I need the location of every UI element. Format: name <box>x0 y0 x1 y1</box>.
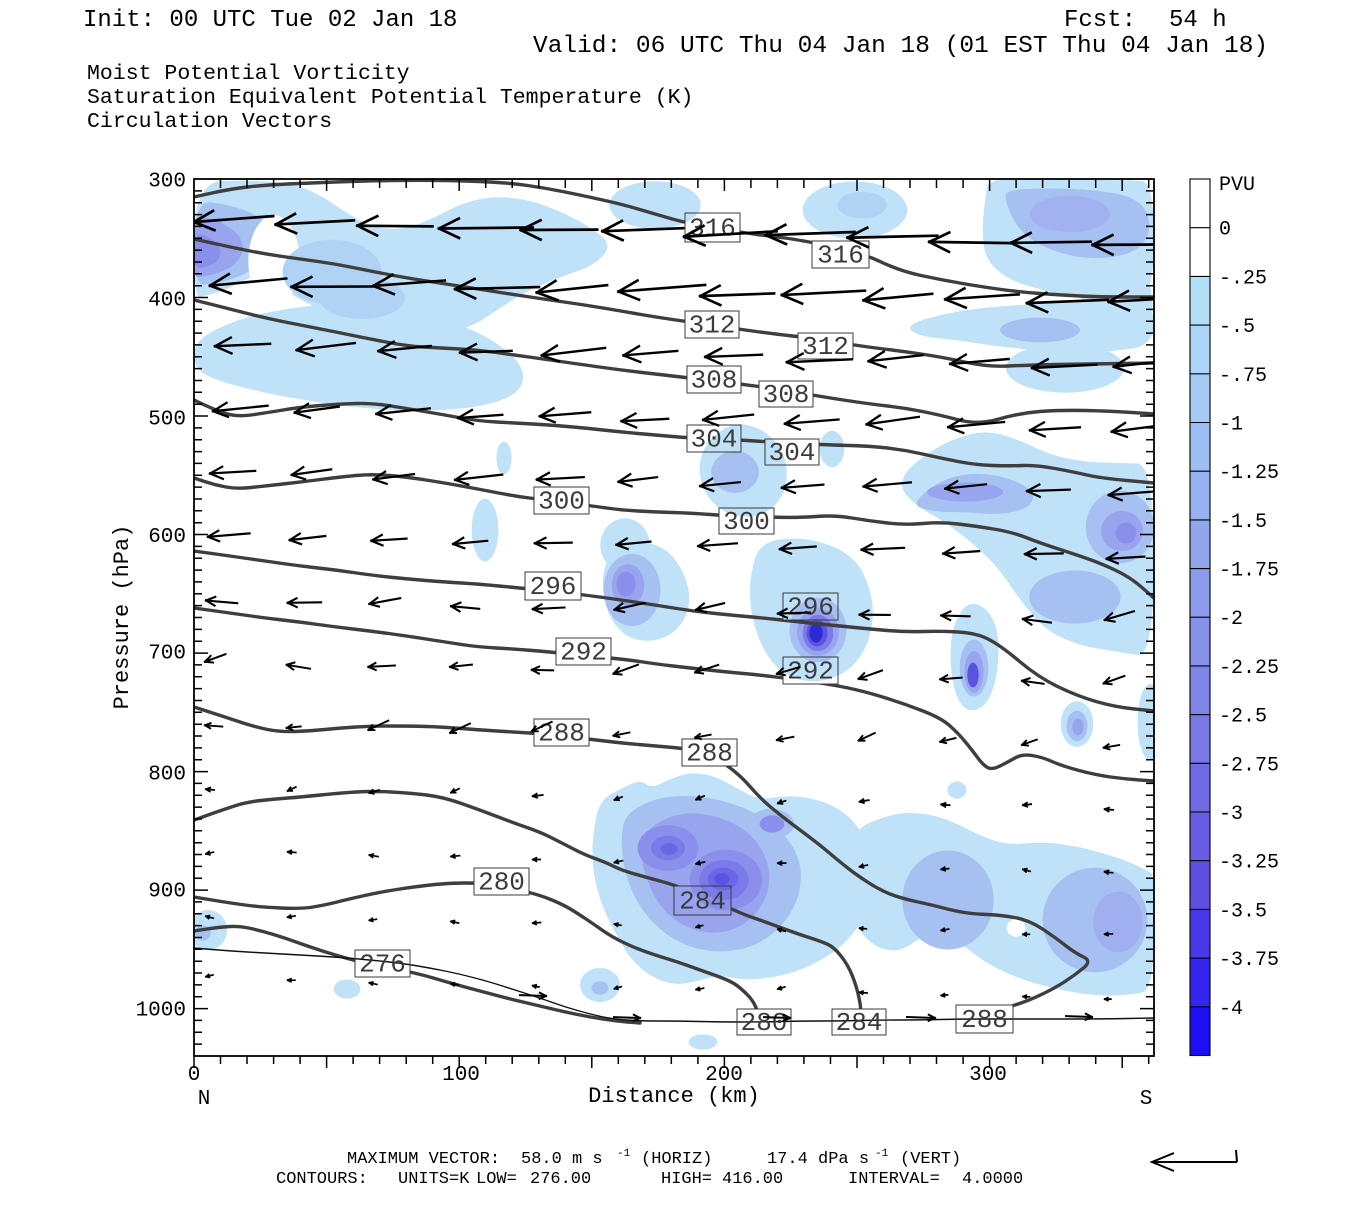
svg-text:280: 280 <box>741 1008 788 1038</box>
svg-text:300: 300 <box>538 487 585 517</box>
svg-text:UNITS=K: UNITS=K <box>398 1170 470 1189</box>
svg-text:-2.5: -2.5 <box>1219 706 1267 729</box>
svg-text:304: 304 <box>769 438 816 468</box>
svg-text:-1: -1 <box>875 1148 889 1160</box>
svg-text:280: 280 <box>478 868 525 898</box>
svg-text:PVU: PVU <box>1219 174 1255 197</box>
svg-text:-1: -1 <box>1219 414 1243 437</box>
svg-text:0: 0 <box>188 1064 201 1087</box>
svg-text:600: 600 <box>148 526 186 549</box>
svg-text:0: 0 <box>1219 219 1231 242</box>
svg-text:LOW=: LOW= <box>476 1170 517 1189</box>
svg-text:700: 700 <box>148 643 186 666</box>
svg-text:MAXIMUM VECTOR:: MAXIMUM VECTOR: <box>347 1150 500 1169</box>
svg-text:300: 300 <box>148 171 186 194</box>
svg-text:-2: -2 <box>1219 608 1243 631</box>
svg-text:-1: -1 <box>617 1148 631 1160</box>
svg-text:400: 400 <box>148 290 186 313</box>
svg-text:17.4 dPa s: 17.4 dPa s <box>767 1150 869 1169</box>
svg-text:-4: -4 <box>1219 998 1243 1021</box>
svg-text:276: 276 <box>359 950 406 980</box>
svg-text:300: 300 <box>969 1064 1007 1087</box>
svg-text:Fcst:: Fcst: <box>1064 7 1136 34</box>
svg-text:-3.75: -3.75 <box>1219 949 1279 972</box>
svg-text:500: 500 <box>148 409 186 432</box>
svg-text:-.75: -.75 <box>1219 365 1267 388</box>
svg-text:900: 900 <box>148 881 186 904</box>
svg-text:CONTOURS:: CONTOURS: <box>276 1170 368 1189</box>
svg-text:Pressure (hPa): Pressure (hPa) <box>110 525 135 710</box>
svg-text:-.5: -.5 <box>1219 316 1255 339</box>
svg-text:Saturation Equivalent Potentia: Saturation Equivalent Potential Temperat… <box>87 86 693 110</box>
svg-text:308: 308 <box>763 380 810 410</box>
svg-text:(VERT): (VERT) <box>900 1150 961 1169</box>
svg-text:288: 288 <box>538 719 585 749</box>
svg-text:-1.75: -1.75 <box>1219 560 1279 583</box>
svg-text:308: 308 <box>691 366 738 396</box>
svg-text:-3: -3 <box>1219 803 1243 826</box>
svg-text:288: 288 <box>686 739 733 769</box>
svg-text:Valid: 06 UTC Thu 04 Jan 18 (0: Valid: 06 UTC Thu 04 Jan 18 (01 EST Thu … <box>533 33 1268 60</box>
svg-text:-1.5: -1.5 <box>1219 511 1267 534</box>
svg-text:S: S <box>1140 1088 1153 1111</box>
svg-text:284: 284 <box>679 887 726 917</box>
svg-text:292: 292 <box>787 657 834 687</box>
svg-text:58.0 m s: 58.0 m s <box>521 1150 603 1169</box>
svg-text:Moist Potential Vorticity: Moist Potential Vorticity <box>87 62 410 86</box>
svg-text:100: 100 <box>442 1064 480 1087</box>
svg-text:HIGH=: HIGH= <box>661 1170 712 1189</box>
svg-text:-3.5: -3.5 <box>1219 900 1267 923</box>
svg-text:296: 296 <box>530 572 577 602</box>
svg-text:276.00: 276.00 <box>530 1170 591 1189</box>
svg-text:284: 284 <box>836 1008 883 1038</box>
svg-text:-2.25: -2.25 <box>1219 657 1279 680</box>
svg-text:INTERVAL=: INTERVAL= <box>848 1170 940 1189</box>
svg-text:304: 304 <box>691 425 738 455</box>
svg-text:Init: 00 UTC Tue 02 Jan 18: Init: 00 UTC Tue 02 Jan 18 <box>83 7 457 34</box>
svg-text:288: 288 <box>961 1005 1008 1035</box>
svg-text:54 h: 54 h <box>1169 7 1227 34</box>
svg-text:Circulation Vectors: Circulation Vectors <box>87 110 332 134</box>
svg-text:-2.75: -2.75 <box>1219 754 1279 777</box>
svg-text:416.00: 416.00 <box>722 1170 783 1189</box>
svg-text:Distance (km): Distance (km) <box>588 1084 760 1109</box>
svg-text:(HORIZ): (HORIZ) <box>641 1150 712 1169</box>
svg-text:300: 300 <box>723 507 770 537</box>
svg-text:296: 296 <box>787 593 834 623</box>
svg-text:800: 800 <box>148 764 186 787</box>
svg-text:N: N <box>198 1088 211 1111</box>
svg-text:292: 292 <box>560 638 607 668</box>
svg-text:312: 312 <box>689 311 736 341</box>
svg-text:1000: 1000 <box>136 1000 186 1023</box>
svg-text:200: 200 <box>705 1064 743 1087</box>
svg-text:-.25: -.25 <box>1219 267 1267 290</box>
svg-text:-3.25: -3.25 <box>1219 852 1279 875</box>
svg-text:-1.25: -1.25 <box>1219 462 1279 485</box>
svg-text:4.0000: 4.0000 <box>962 1170 1023 1189</box>
svg-text:316: 316 <box>817 241 864 271</box>
svg-text:312: 312 <box>802 332 849 362</box>
